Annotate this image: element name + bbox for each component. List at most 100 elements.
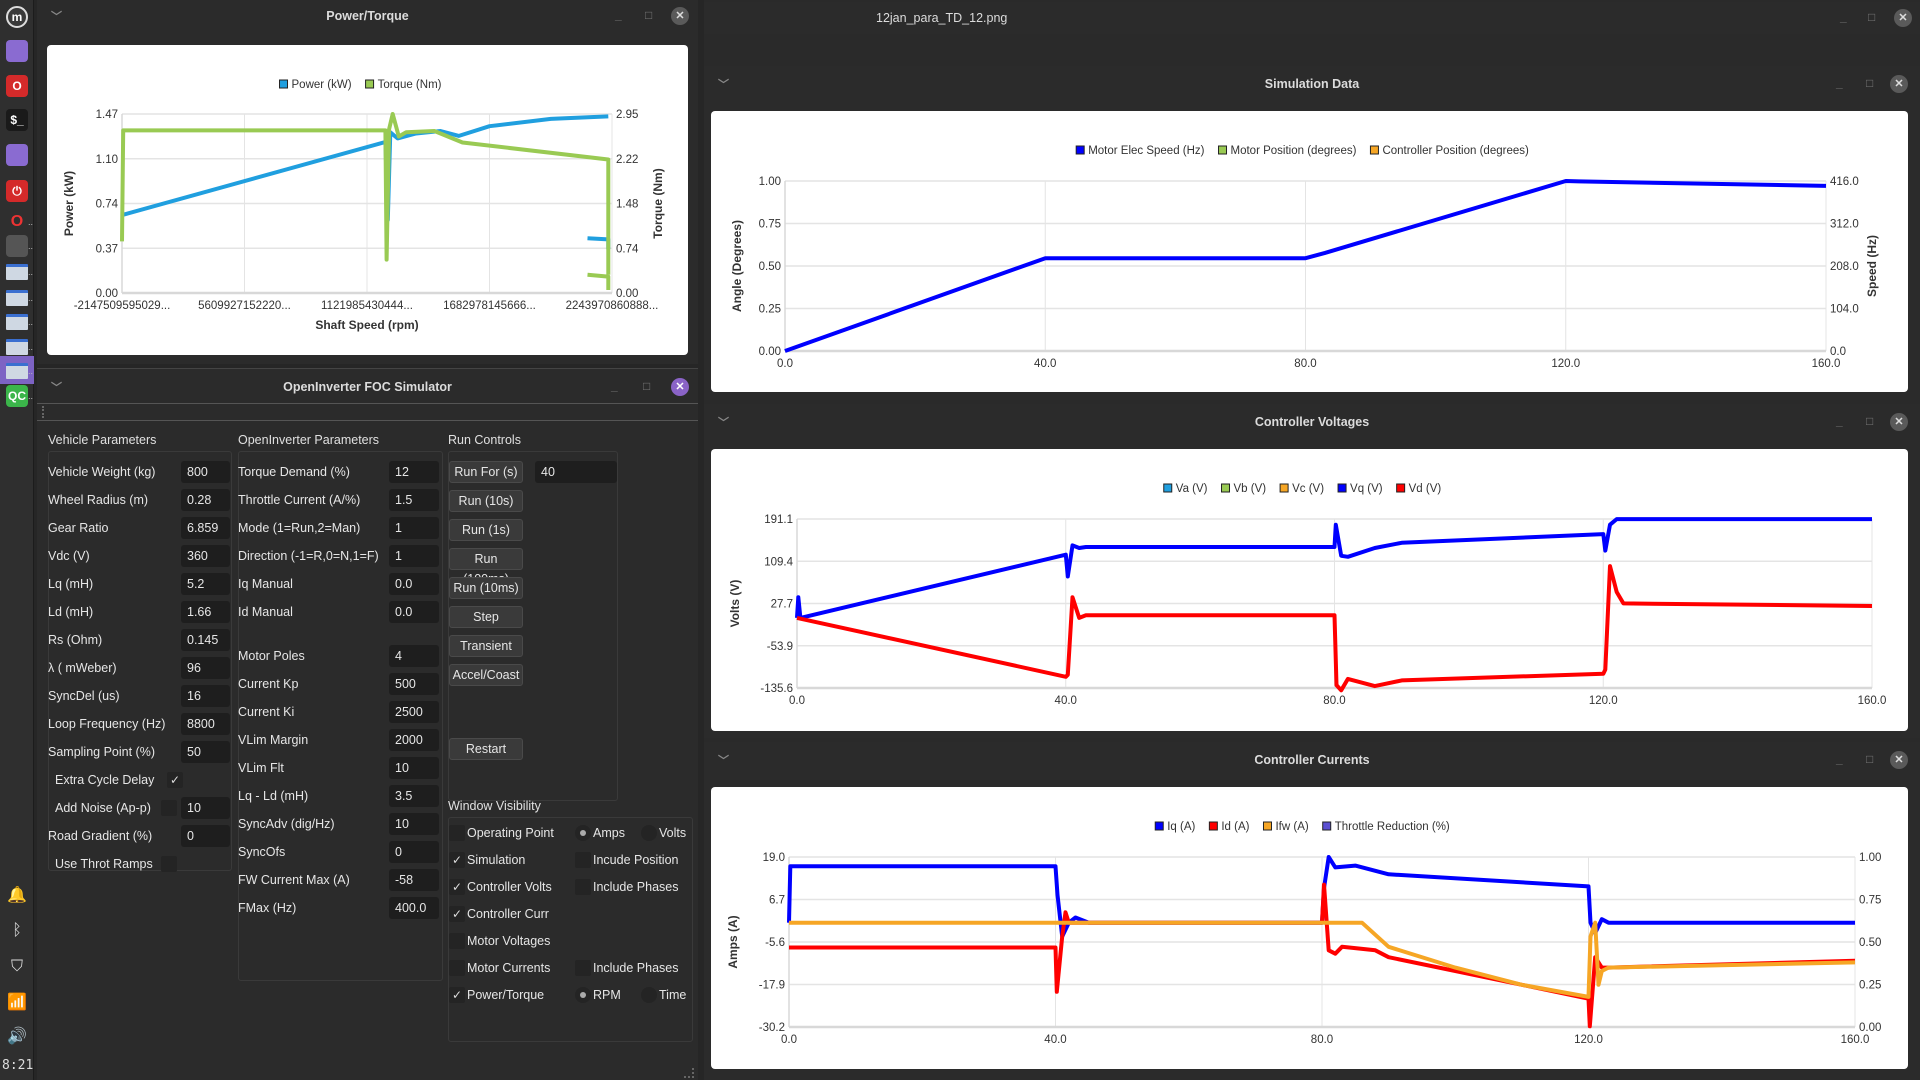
opera-icon[interactable]: O <box>6 75 28 97</box>
run-button-transient[interactable]: Transient <box>449 635 523 657</box>
title-bar[interactable]: ﹀ OpenInverter FOC Simulator _ □ ✕ <box>37 371 698 403</box>
close-button[interactable]: ✕ <box>1894 9 1912 27</box>
visibility-checkbox[interactable] <box>449 960 465 976</box>
param-input[interactable]: 8800 <box>181 713 230 735</box>
bluetooth-icon[interactable]: ᛒ <box>12 922 22 939</box>
window-icon[interactable] <box>6 264 28 280</box>
title-bar[interactable]: 12jan_para_TD_12.png _ □ ✕ <box>704 2 1920 34</box>
run-button-step[interactable]: Step <box>449 606 523 628</box>
minimize-button[interactable]: _ <box>615 8 622 22</box>
run-for-seconds-input[interactable]: 40 <box>535 461 617 483</box>
mint-menu-icon[interactable]: m <box>6 6 28 28</box>
app-window-icon[interactable] <box>6 235 28 257</box>
shield-icon[interactable]: ⛉ <box>10 958 23 975</box>
chevron-down-icon[interactable]: ﹀ <box>51 382 62 394</box>
close-button[interactable]: ✕ <box>671 378 689 396</box>
title-bar[interactable]: ﹀ Controller Voltages _ □ ✕ <box>704 406 1920 438</box>
title-bar[interactable]: ﹀ Controller Currents _ □ ✕ <box>704 744 1920 776</box>
param-input[interactable]: 10 <box>389 757 439 779</box>
param-input[interactable]: 400.0 <box>389 897 439 919</box>
param-input[interactable]: 0.145 <box>181 629 230 651</box>
chevron-down-icon[interactable]: ﹀ <box>718 755 729 767</box>
maximize-button[interactable]: □ <box>643 379 651 393</box>
param-input[interactable]: 1 <box>389 545 439 567</box>
maximize-button[interactable]: □ <box>1866 76 1874 90</box>
run-button-run-10ms-[interactable]: Run (10ms) <box>449 577 523 599</box>
chevron-down-icon[interactable]: ﹀ <box>718 417 729 429</box>
bell-icon[interactable]: 🔔 <box>7 887 27 904</box>
opera-window-icon[interactable]: O <box>10 213 24 230</box>
param-input[interactable]: 360 <box>181 545 230 567</box>
radio-button[interactable] <box>641 987 657 1003</box>
run-button-accel-coast[interactable]: Accel/Coast <box>449 664 523 686</box>
radio-button[interactable] <box>575 825 591 841</box>
param-input[interactable]: 500 <box>389 673 439 695</box>
window-icon[interactable] <box>6 314 28 330</box>
param-input[interactable]: 0.0 <box>389 573 439 595</box>
close-button[interactable]: ✕ <box>671 7 689 25</box>
param-input[interactable]: 6.859 <box>181 517 230 539</box>
visibility-checkbox[interactable] <box>449 933 465 949</box>
window-icon[interactable] <box>6 290 28 306</box>
run-button-run-10s-[interactable]: Run (10s) <box>449 490 523 512</box>
clock[interactable]: 8:21 <box>2 1058 34 1073</box>
minimize-button[interactable]: _ <box>1836 76 1843 90</box>
toolbar-handle[interactable] <box>42 406 46 418</box>
add-noise-checkbox[interactable] <box>161 800 177 816</box>
param-input[interactable]: 0 <box>389 841 439 863</box>
title-bar[interactable]: ﹀ Power/Torque _ □ ✕ <box>37 0 698 32</box>
run-button-run-for-s-[interactable]: Run For (s) <box>449 461 523 483</box>
window-icon[interactable] <box>6 339 28 355</box>
files-icon[interactable] <box>6 144 28 166</box>
maximize-button[interactable]: □ <box>1868 10 1876 24</box>
option-checkbox[interactable] <box>575 960 591 976</box>
add-noise-input[interactable]: 10 <box>181 797 230 819</box>
minimize-button[interactable]: _ <box>1836 414 1843 428</box>
param-input[interactable]: 1.5 <box>389 489 439 511</box>
resize-grip[interactable] <box>684 1068 694 1078</box>
window-icon-active[interactable] <box>6 363 28 379</box>
param-input[interactable]: 96 <box>181 657 230 679</box>
param-input[interactable]: -58 <box>389 869 439 891</box>
radio-button[interactable] <box>641 825 657 841</box>
terminal-icon[interactable]: $_ <box>6 109 28 131</box>
param-input[interactable]: 2500 <box>389 701 439 723</box>
wifi-icon[interactable]: 📶 <box>7 994 27 1011</box>
param-input[interactable]: 0.28 <box>181 489 230 511</box>
param-input[interactable]: 16 <box>181 685 230 707</box>
param-input[interactable]: 12 <box>389 461 439 483</box>
restart-button[interactable]: Restart <box>449 738 523 760</box>
visibility-checkbox[interactable]: ✓ <box>449 987 465 1003</box>
param-input[interactable]: 3.5 <box>389 785 439 807</box>
run-button-run-1s-[interactable]: Run (1s) <box>449 519 523 541</box>
chevron-down-icon[interactable]: ﹀ <box>718 79 729 91</box>
maximize-button[interactable]: □ <box>1866 414 1874 428</box>
maximize-button[interactable]: □ <box>645 8 653 22</box>
visibility-checkbox[interactable]: ✓ <box>449 852 465 868</box>
qc-icon[interactable]: QC <box>6 385 28 407</box>
visibility-checkbox[interactable]: ✓ <box>449 906 465 922</box>
param-input[interactable]: 10 <box>389 813 439 835</box>
run-button-run-100ms-[interactable]: Run (100ms) <box>449 548 523 586</box>
option-checkbox[interactable] <box>575 852 591 868</box>
option-checkbox[interactable] <box>575 879 591 895</box>
close-button[interactable]: ✕ <box>1890 75 1908 93</box>
param-input[interactable]: 4 <box>389 645 439 667</box>
use-throt-ramps-checkbox[interactable] <box>161 856 177 872</box>
road-gradient-input[interactable]: 0 <box>181 825 230 847</box>
maximize-button[interactable]: □ <box>1866 752 1874 766</box>
power-icon[interactable]: ⏻ <box>6 180 28 202</box>
param-input[interactable]: 800 <box>181 461 230 483</box>
visibility-checkbox[interactable] <box>449 825 465 841</box>
radio-button[interactable] <box>575 987 591 1003</box>
minimize-button[interactable]: _ <box>611 379 618 393</box>
param-input[interactable]: 5.2 <box>181 573 230 595</box>
param-input[interactable]: 2000 <box>389 729 439 751</box>
minimize-button[interactable]: _ <box>1836 752 1843 766</box>
workspace-icon[interactable] <box>6 40 28 62</box>
title-bar[interactable]: ﹀ Simulation Data _ □ ✕ <box>704 68 1920 100</box>
param-input[interactable]: 0.0 <box>389 601 439 623</box>
param-input[interactable]: 50 <box>181 741 230 763</box>
extra-cycle-delay-checkbox[interactable]: ✓ <box>167 772 183 788</box>
close-button[interactable]: ✕ <box>1890 413 1908 431</box>
